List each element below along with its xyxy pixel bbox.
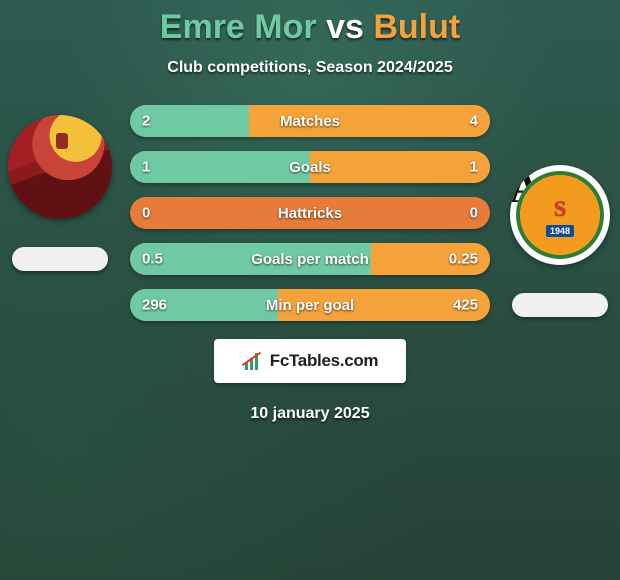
brand-chart-icon	[242, 352, 264, 370]
main-row: 2 4 Matches 1 1 Goals 0 0 Hattricks 0.5 0.25 Goals …	[0, 105, 620, 321]
content-root: Emre Mor vs Bulut Club competitions, Sea…	[0, 0, 620, 580]
stat-row: 2 4 Matches	[130, 105, 490, 137]
stat-label: Min per goal	[266, 297, 354, 314]
badge-letter-s-icon: S	[554, 196, 566, 222]
title-player1: Emre Mor	[160, 8, 317, 46]
player1-avatar	[8, 115, 112, 219]
stat-label: Goals per match	[251, 251, 369, 268]
stat-value-left: 0.5	[142, 251, 163, 268]
brand-text: FcTables.com	[270, 351, 379, 371]
brand-box[interactable]: FcTables.com	[214, 339, 407, 383]
stat-value-left: 296	[142, 297, 167, 314]
left-player-column	[0, 105, 120, 271]
stat-value-left: 1	[142, 159, 150, 176]
stat-label: Matches	[280, 113, 340, 130]
page-title: Emre Mor vs Bulut	[160, 8, 460, 47]
stat-value-right: 4	[470, 113, 478, 130]
date-text: 10 january 2025	[250, 405, 369, 423]
stats-container: 2 4 Matches 1 1 Goals 0 0 Hattricks 0.5 0.25 Goals …	[130, 105, 490, 321]
badge-letter-a-icon: A	[510, 166, 540, 212]
stat-fill-right	[310, 151, 490, 183]
stat-value-left: 2	[142, 113, 150, 130]
stat-row: 0.5 0.25 Goals per match	[130, 243, 490, 275]
stat-value-right: 425	[453, 297, 478, 314]
stat-label: Hattricks	[278, 205, 342, 222]
subtitle: Club competitions, Season 2024/2025	[167, 59, 452, 77]
player1-flag	[12, 247, 108, 271]
stat-value-right: 0	[470, 205, 478, 222]
badge-year: 1948	[546, 225, 574, 237]
title-vs: vs	[326, 8, 364, 46]
stat-value-right: 1	[470, 159, 478, 176]
stat-value-left: 0	[142, 205, 150, 222]
title-player2: Bulut	[373, 8, 460, 46]
stat-value-right: 0.25	[449, 251, 478, 268]
player2-flag	[512, 293, 608, 317]
stat-row: 0 0 Hattricks	[130, 197, 490, 229]
right-player-column: A S 1948	[500, 105, 620, 317]
stat-label: Goals	[289, 159, 331, 176]
stat-row: 296 425 Min per goal	[130, 289, 490, 321]
stat-row: 1 1 Goals	[130, 151, 490, 183]
stat-fill-left	[130, 151, 310, 183]
player2-club-badge: A S 1948	[510, 165, 610, 265]
